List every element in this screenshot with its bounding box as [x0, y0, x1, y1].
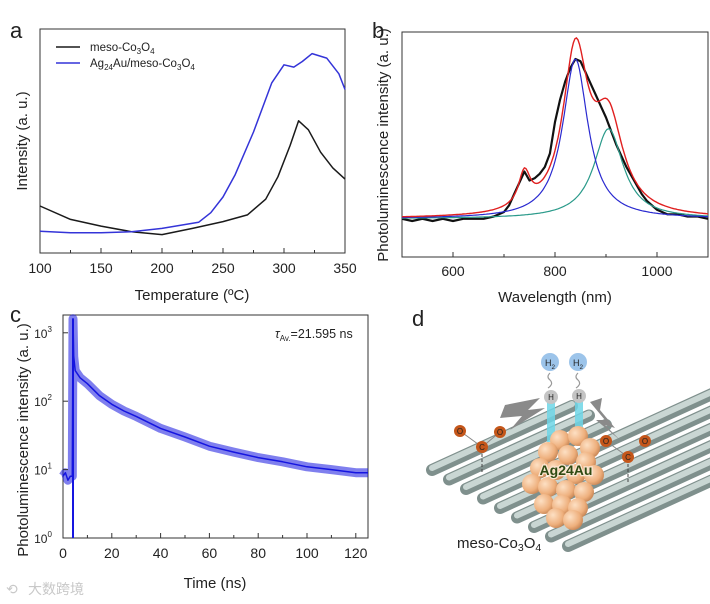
y-axis-label: Photoluminescence intensity (a. u.) — [375, 28, 392, 261]
svg-text:O: O — [497, 428, 503, 437]
experimental-spectrum — [401, 57, 709, 223]
svg-text:H2: H2 — [545, 358, 556, 371]
spillover-path — [547, 400, 555, 442]
x-tick-label: 100 — [28, 260, 52, 276]
y-tick-label: 103 — [34, 325, 52, 341]
x-tick-label: 600 — [441, 263, 465, 279]
nanorod-highlight — [565, 475, 710, 547]
plot-frame — [401, 31, 709, 258]
metal-atom — [522, 474, 542, 494]
panel-label-d: d — [412, 306, 424, 331]
y-axis-label: Photoluminescence intensity (a. u.) — [15, 323, 32, 556]
metal-atom — [534, 494, 554, 514]
x-tick-label: 800 — [543, 263, 567, 279]
x-axis-label: Time (ns) — [184, 575, 247, 592]
legend-label-ag24au: Ag24Au/meso-Co3O4 — [90, 58, 195, 72]
co2-adsorbate: O O C — [600, 435, 651, 484]
metal-atom — [584, 465, 604, 485]
catalyst-schematic: H2 H2 H H O O C O O C Ag — [426, 353, 710, 554]
h-atom: H — [572, 389, 586, 403]
lightning-icon — [590, 398, 620, 440]
metal-atom — [530, 458, 550, 478]
metal-atom — [538, 442, 558, 462]
y-axis-label: Intensity (a. u.) — [14, 91, 31, 190]
watermark: 大数跨境 — [28, 581, 84, 597]
series-line — [39, 52, 346, 234]
decay-noise-band — [59, 314, 368, 485]
x-tick-label: 150 — [89, 260, 113, 276]
svg-text:O: O — [642, 437, 648, 446]
x-tick-label: 100 — [295, 545, 319, 561]
co2-adsorbate: O O C — [454, 425, 506, 474]
svg-text:C: C — [479, 443, 485, 452]
chart-pl-spectrum: 600 800 1000 Wavelength (nm) Photoluminesc… — [375, 28, 709, 306]
svg-text:C: C — [625, 453, 631, 462]
series-line — [39, 120, 346, 236]
x-tick-label: 20 — [104, 545, 120, 561]
x-axis-label: Temperature (ºC) — [135, 287, 250, 304]
x-tick-label: 350 — [333, 260, 357, 276]
decay-line — [62, 318, 368, 481]
fit-peak-840 — [402, 58, 709, 219]
svg-text:H: H — [576, 392, 582, 401]
h2-molecule: H2 — [541, 353, 559, 389]
h-atom: H — [544, 390, 558, 404]
svg-text:O: O — [457, 427, 463, 436]
chart-tpr: 100 150 200 250 300 350 meso-Co3O4 Ag24Au/mes… — [14, 28, 357, 304]
panel-label-a: a — [10, 18, 23, 43]
x-tick-label: 300 — [272, 260, 296, 276]
x-tick-label: 60 — [202, 545, 218, 561]
ag24au-cluster — [522, 426, 604, 530]
fit-peak-905 — [402, 128, 708, 219]
watermark-logo-icon: ⟲ — [6, 581, 18, 597]
metal-atom — [546, 508, 566, 528]
x-tick-label: 200 — [150, 260, 174, 276]
metal-atom — [546, 460, 566, 480]
svg-text:H2: H2 — [573, 358, 584, 371]
panel-label-b: b — [372, 18, 384, 43]
svg-text:O: O — [603, 437, 609, 446]
metal-atom — [558, 445, 578, 465]
y-tick-label: 101 — [34, 462, 52, 478]
metal-atom — [563, 510, 583, 530]
support-label: meso-Co3O4 — [457, 535, 541, 554]
x-tick-label: 120 — [344, 545, 368, 561]
panel-label-c: c — [10, 302, 21, 327]
x-tick-label: 40 — [153, 545, 169, 561]
svg-text:H: H — [548, 393, 554, 402]
nanorod-highlight — [446, 410, 592, 481]
x-tick-label: 250 — [211, 260, 235, 276]
metal-atom — [566, 464, 586, 484]
metal-atom — [574, 482, 594, 502]
y-tick-label: 102 — [34, 393, 52, 409]
nanorod-highlight — [548, 458, 710, 538]
metal-atom — [538, 477, 558, 497]
y-tick-label: 100 — [34, 530, 52, 546]
legend-label-meso: meso-Co3O4 — [90, 42, 155, 56]
metal-atom — [556, 480, 576, 500]
x-tick-label: 0 — [59, 545, 67, 561]
x-tick-label: 1000 — [641, 263, 672, 279]
lightning-icon — [500, 398, 545, 430]
x-tick-label: 80 — [250, 545, 266, 561]
plot-frame — [62, 314, 369, 539]
lifetime-annotation: τAv.=21.595 ns — [275, 327, 353, 343]
h2-molecule: H2 — [569, 353, 587, 389]
chart-pl-decay: 0 20 40 60 80 100 120 100 101 102 103 τAv.=21.595 … — [15, 314, 369, 592]
cluster-label: Ag24Au — [540, 462, 593, 478]
x-axis-label: Wavelength (nm) — [498, 289, 612, 306]
fit-sum — [402, 36, 709, 218]
spillover-path — [575, 400, 583, 430]
